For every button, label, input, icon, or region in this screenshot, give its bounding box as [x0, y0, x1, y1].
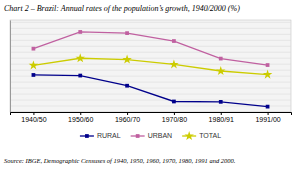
- series-marker: [219, 100, 223, 104]
- series-marker: [76, 53, 86, 62]
- series: [29, 53, 273, 78]
- series-marker: [29, 60, 38, 69]
- series-marker: [32, 73, 36, 77]
- legend-item: URBAN: [131, 132, 173, 139]
- grid-line: [10, 70, 291, 71]
- legend-marker: [85, 134, 89, 138]
- series-marker: [169, 59, 179, 68]
- series-marker: [219, 57, 223, 61]
- grid-line: [10, 40, 291, 41]
- annotation: Source: IBGE, Demographic Censuses of 19…: [4, 157, 236, 164]
- series-marker: [78, 74, 82, 78]
- x-tick: 1940/50: [21, 112, 46, 123]
- series-marker: [125, 31, 129, 35]
- series-marker: [172, 100, 176, 104]
- x-tick-label: 1980/91: [209, 116, 234, 123]
- series-marker: [78, 30, 82, 34]
- grid-line: [10, 46, 291, 47]
- legend-label: TOTAL: [199, 132, 221, 139]
- grid-line: [10, 22, 291, 23]
- x-tick-label: 1970/80: [162, 116, 187, 123]
- x-tick-mark: [127, 112, 128, 115]
- x-tick: 1980/91: [209, 112, 234, 123]
- series: [32, 73, 270, 108]
- series-marker: [263, 70, 273, 79]
- grid-line: [10, 58, 291, 59]
- series-line: [33, 58, 267, 74]
- series-line: [33, 75, 267, 107]
- grid-line: [10, 28, 291, 29]
- x-axis: 1940/50 1950/60 1960/70 1970/80 1980/91 1991/…: [11, 112, 292, 123]
- grid-line: [10, 100, 291, 101]
- legend: RURAL URBAN TOTAL: [80, 131, 221, 140]
- x-tick-mark: [221, 112, 222, 115]
- y-axis-line: [10, 21, 11, 113]
- x-tick-mark: [174, 112, 175, 115]
- series-marker: [122, 55, 132, 64]
- series-marker: [266, 63, 270, 67]
- chart: Chart 2 – Brazil: Annual rates of the po…: [0, 0, 299, 169]
- plot: 1940/50 1950/60 1960/70 1970/80 1980/91 1991/…: [10, 20, 292, 123]
- legend-item: TOTAL: [182, 131, 221, 140]
- x-tick-mark: [80, 112, 81, 115]
- x-tick-label: 1991/00: [255, 116, 280, 123]
- y-axis: [10, 21, 12, 113]
- x-tick-label: 1960/70: [115, 116, 140, 123]
- title: Chart 2 – Brazil: Annual rates of the po…: [4, 4, 240, 13]
- x-tick: 1960/70: [115, 112, 140, 123]
- series-marker: [172, 39, 176, 43]
- legend-marker: [136, 134, 140, 138]
- x-tick-mark: [268, 112, 269, 115]
- grid-line: [10, 88, 291, 89]
- legend-item: RURAL: [80, 132, 121, 139]
- series-marker: [266, 105, 270, 109]
- x-tick: 1991/00: [255, 112, 280, 123]
- x-tick: 1950/60: [68, 112, 93, 123]
- x-axis-line: [11, 113, 292, 116]
- grid-line: [10, 106, 291, 107]
- grid-line: [10, 82, 291, 83]
- series-marker: [125, 84, 129, 88]
- grid-line: [10, 52, 291, 53]
- legend-label: RURAL: [97, 132, 121, 139]
- plot-frame: [10, 20, 291, 112]
- x-tick: 1970/80: [162, 112, 187, 123]
- legend-marker: [184, 131, 194, 140]
- grid-line: [10, 34, 291, 35]
- grid: [10, 22, 291, 112]
- series-marker: [216, 66, 226, 75]
- x-tick-label: 1940/50: [21, 116, 46, 123]
- x-tick-mark: [33, 112, 34, 115]
- series-marker: [32, 47, 36, 51]
- series-group: [29, 30, 273, 108]
- grid-line: [10, 64, 291, 65]
- legend-label: URBAN: [148, 132, 173, 139]
- x-tick-label: 1950/60: [68, 116, 93, 123]
